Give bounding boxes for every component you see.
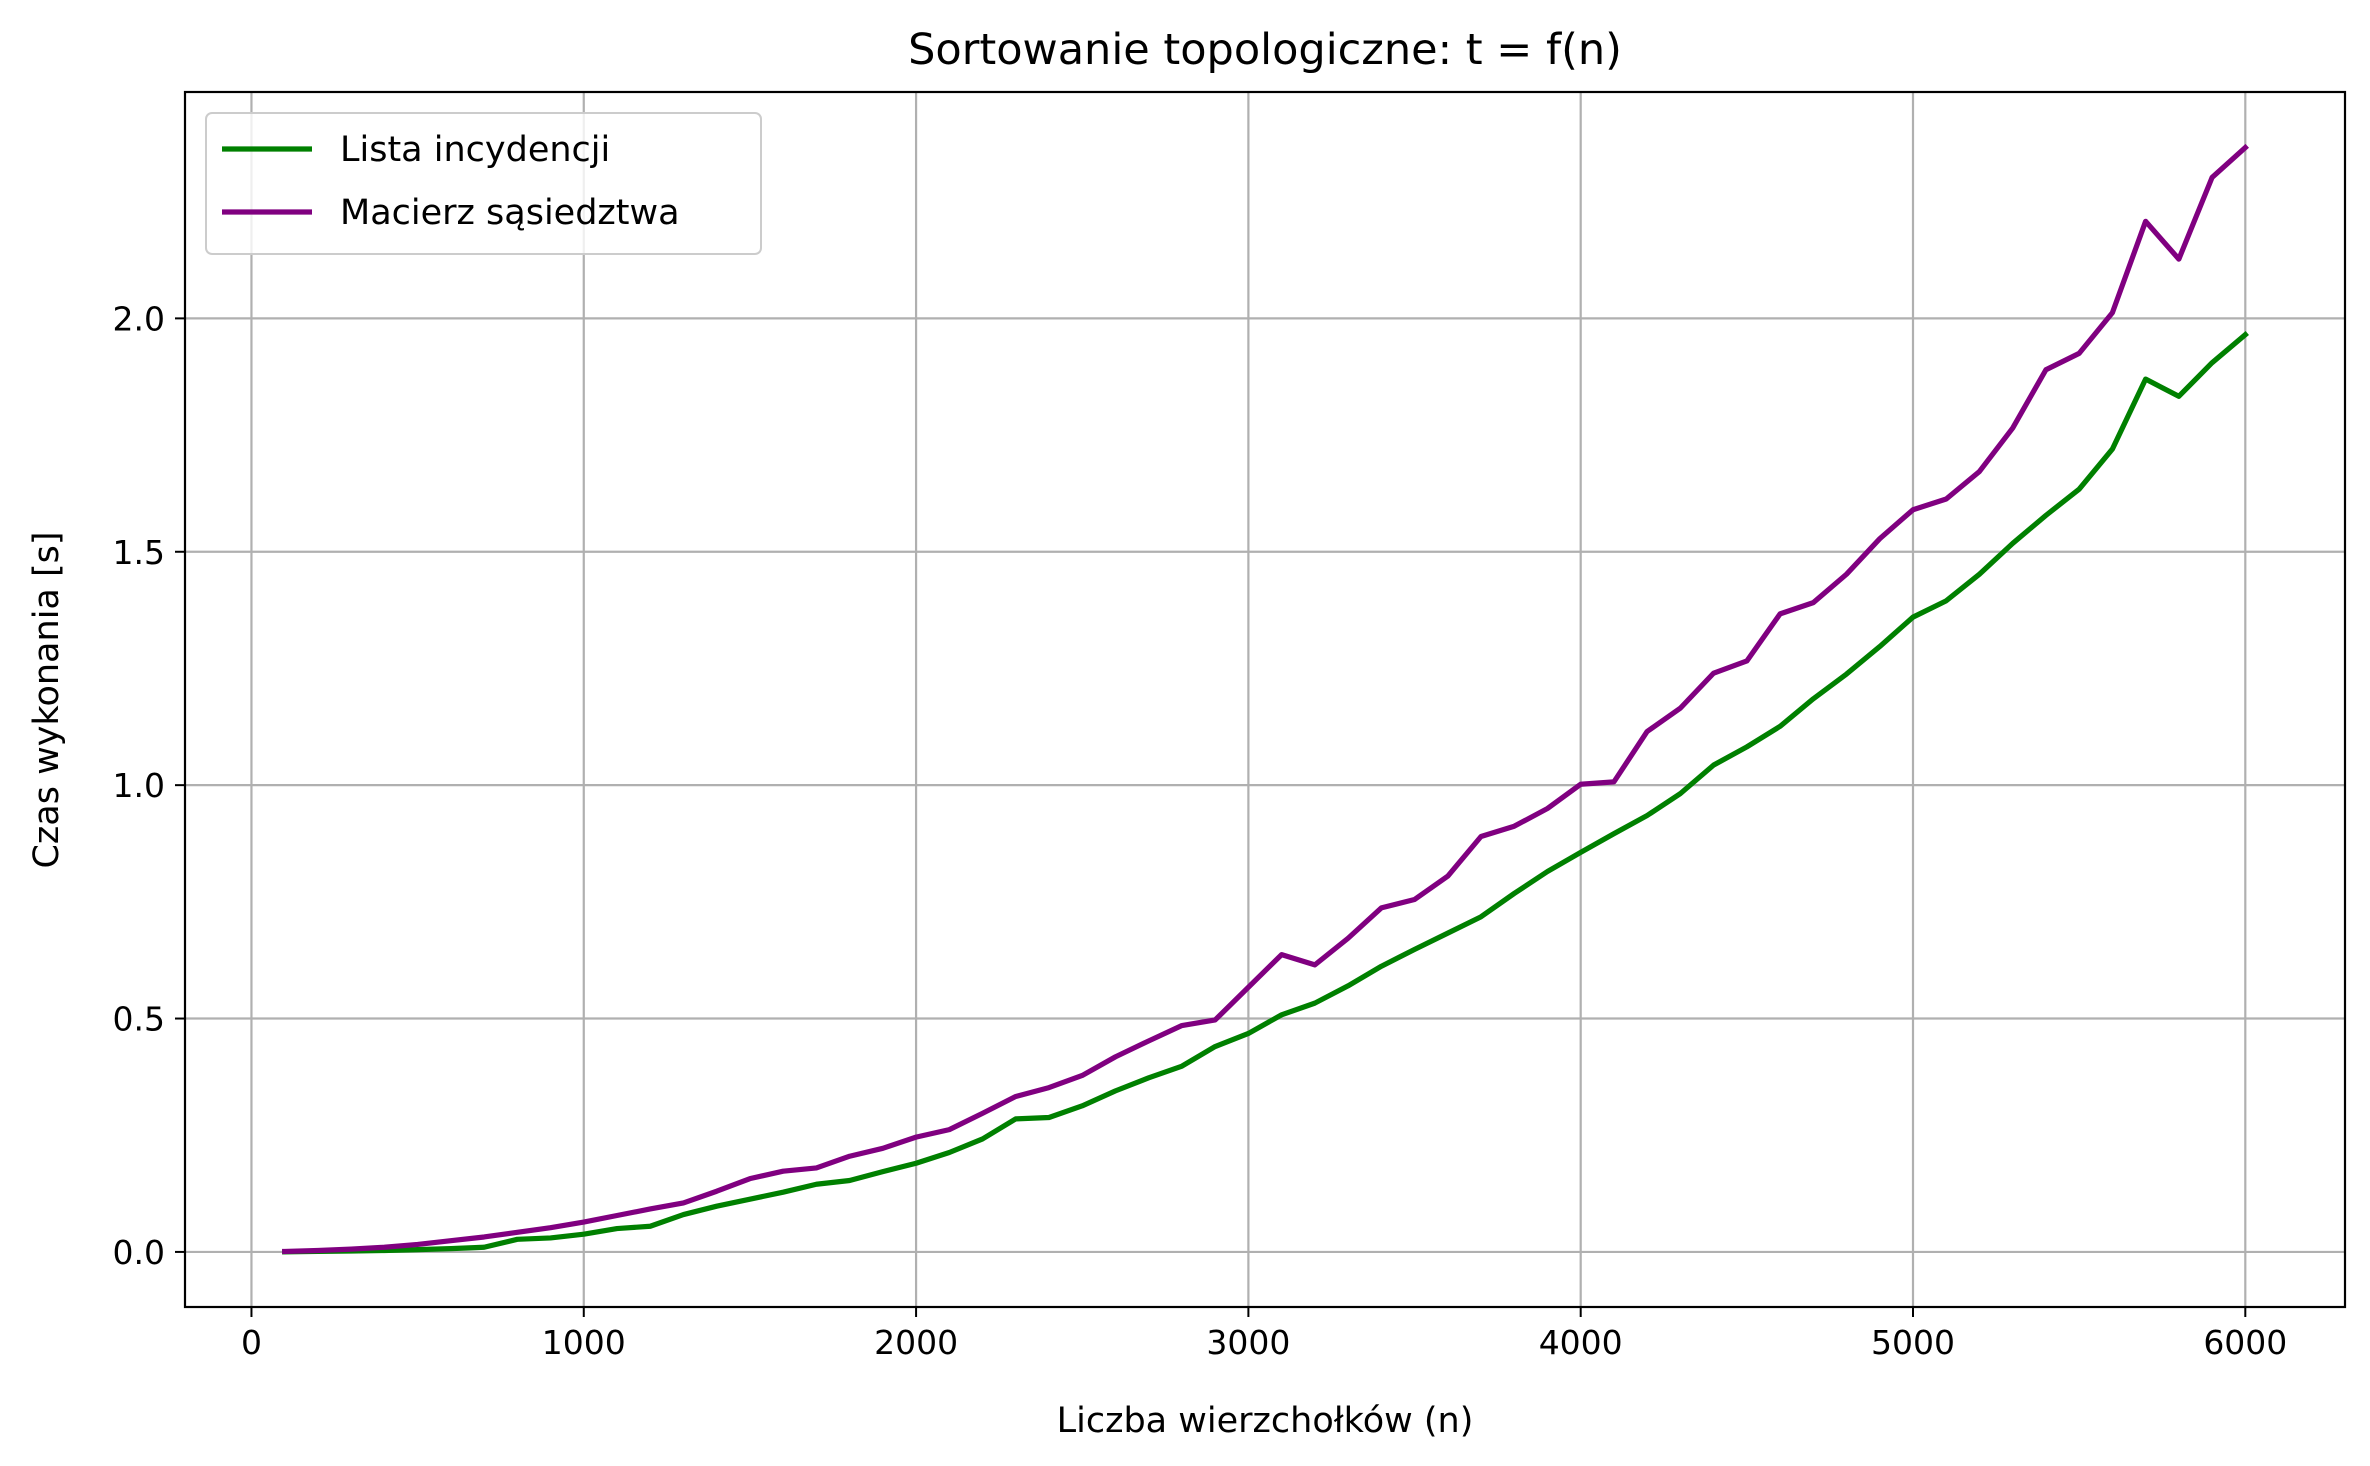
x-tick-label: 2000 — [874, 1323, 958, 1362]
x-tick-label: 3000 — [1206, 1323, 1290, 1362]
legend-label-macierz-sasiedztwa: Macierz sąsiedztwa — [340, 193, 680, 233]
legend-label-lista-incydencji: Lista incydencji — [340, 130, 610, 170]
y-tick-label: 2.0 — [113, 299, 165, 338]
plot-area — [185, 92, 2345, 1307]
grid — [185, 92, 2345, 1307]
legend: Lista incydencji Macierz sąsiedztwa — [205, 112, 762, 255]
x-axis-label: Liczba wierzchołków (n) — [1057, 1401, 1474, 1441]
ticks: 0 1000 2000 3000 4000 5000 6000 0.0 0.5 1.0 1.5 2.0 — [113, 299, 2288, 1362]
x-tick-label: 5000 — [1871, 1323, 1955, 1362]
x-tick-label: 1000 — [542, 1323, 626, 1362]
x-tick-label: 4000 — [1539, 1323, 1623, 1362]
x-tick-label: 0 — [241, 1323, 262, 1362]
x-tick-label: 6000 — [2203, 1323, 2287, 1362]
y-tick-label: 0.5 — [113, 1000, 165, 1039]
series-line-lista-incydencji — [282, 331, 2249, 1255]
y-tick-label: 0.0 — [113, 1233, 165, 1272]
chart-title: Sortowanie topologiczne: t = f(n) — [908, 25, 1622, 75]
legend-frame — [205, 112, 762, 255]
y-tick-label: 1.0 — [113, 766, 165, 805]
plot-frame — [183, 90, 2347, 1309]
y-tick-label: 1.5 — [113, 533, 165, 572]
y-axis-label: Czas wykonania [s] — [27, 531, 67, 868]
series-line-macierz-sasiedztwa — [282, 143, 2249, 1255]
series-group — [282, 143, 2249, 1255]
